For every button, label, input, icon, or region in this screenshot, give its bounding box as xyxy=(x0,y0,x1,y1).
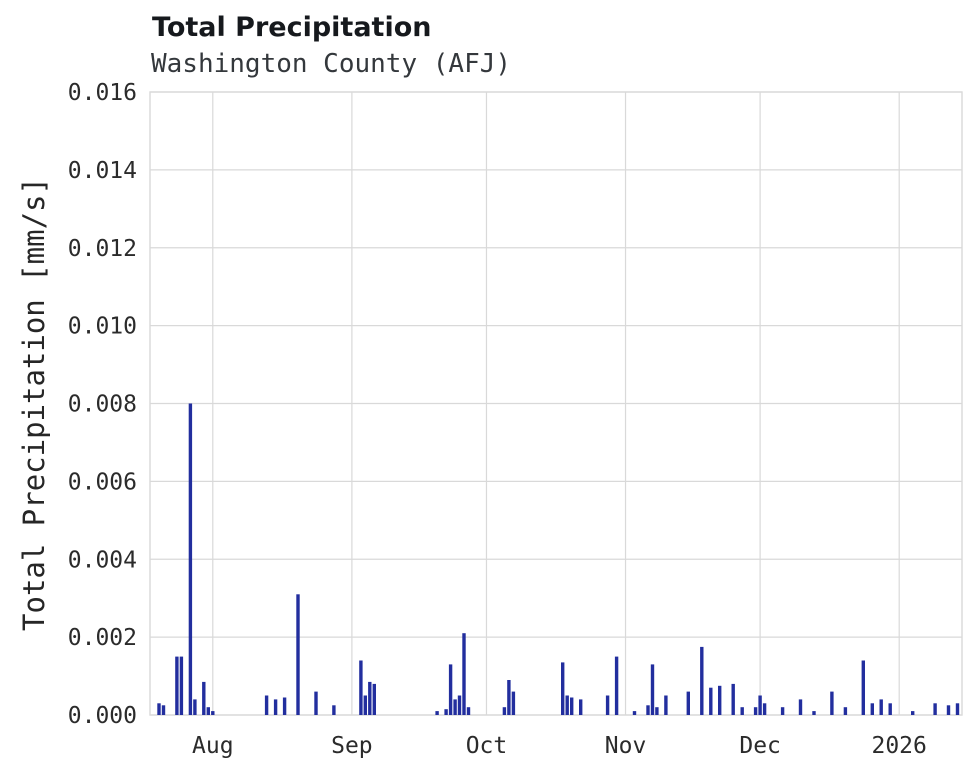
precipitation-bar xyxy=(296,594,300,715)
precipitation-bar xyxy=(453,699,457,715)
precipitation-bar xyxy=(561,662,565,715)
precipitation-bar xyxy=(762,703,767,715)
precipitation-bar xyxy=(946,705,951,715)
precipitation-bar xyxy=(861,660,865,715)
precipitation-bar xyxy=(175,656,179,715)
precipitation-bar xyxy=(911,711,915,715)
y-tick-label: 0.006 xyxy=(68,469,137,495)
precipitation-bar xyxy=(273,699,278,715)
precipitation-bar xyxy=(870,703,874,715)
precipitation-bar xyxy=(933,703,937,715)
precipitation-bar xyxy=(830,691,834,715)
precipitation-bar xyxy=(206,707,210,715)
x-tick-label: Nov xyxy=(605,733,647,759)
precipitation-bar xyxy=(579,699,583,715)
precipitation-bar xyxy=(565,695,569,715)
precipitation-bar xyxy=(211,711,215,715)
y-tick-label: 0.002 xyxy=(68,625,137,651)
precipitation-bar xyxy=(646,705,650,715)
precipitation-bar xyxy=(444,709,448,715)
y-tick-label: 0.012 xyxy=(68,236,137,262)
x-tick-label: Oct xyxy=(466,733,508,759)
precipitation-bar xyxy=(843,707,848,715)
precipitation-bar xyxy=(264,695,269,715)
precipitation-bar xyxy=(570,697,574,715)
precipitation-bar xyxy=(753,707,758,715)
precipitation-bar xyxy=(332,705,336,715)
precipitation-bar xyxy=(435,711,439,715)
precipitation-bar xyxy=(709,687,713,715)
precipitation-bar xyxy=(888,703,892,715)
precipitation-bar xyxy=(686,691,690,715)
precipitation-bar xyxy=(700,646,704,715)
precipitation-bar xyxy=(314,691,318,715)
precipitation-bar xyxy=(650,664,655,715)
precipitation-bar xyxy=(368,681,372,715)
precipitation-bar xyxy=(363,695,367,715)
precipitation-bar xyxy=(879,699,883,715)
precipitation-bar xyxy=(955,703,960,715)
precipitation-bar xyxy=(718,685,722,715)
precipitation-bar xyxy=(632,711,637,715)
chart-subtitle: Washington County (AFJ) xyxy=(151,49,512,79)
y-tick-label: 0.016 xyxy=(68,80,137,106)
precipitation-bar xyxy=(193,699,197,715)
precipitation-bar xyxy=(188,403,193,715)
precipitation-bar xyxy=(502,707,507,715)
precipitation-bar xyxy=(161,705,166,715)
y-tick-label: 0.004 xyxy=(68,547,137,573)
chart-title: Total Precipitation xyxy=(152,12,432,43)
x-tick-label: Dec xyxy=(739,733,781,759)
precipitation-bar xyxy=(614,656,619,715)
precipitation-bar xyxy=(731,683,735,715)
y-tick-label: 0.000 xyxy=(68,703,137,729)
y-tick-label: 0.010 xyxy=(68,314,137,340)
precipitation-bar xyxy=(157,703,161,715)
precipitation-bar xyxy=(179,656,184,715)
precipitation-bar xyxy=(466,707,471,715)
precipitation-bar xyxy=(780,707,785,715)
precipitation-bar xyxy=(812,711,816,715)
precipitation-bar xyxy=(457,695,462,715)
precipitation-bar xyxy=(448,664,453,715)
precipitation-bar xyxy=(372,683,376,715)
precipitation-bar xyxy=(740,707,744,715)
precipitation-bar xyxy=(798,699,803,715)
x-tick-label: Aug xyxy=(192,733,234,759)
precipitation-bar xyxy=(655,707,659,715)
precipitation-bar xyxy=(605,695,610,715)
precipitation-bar xyxy=(507,680,511,715)
precipitation-bar xyxy=(282,697,287,715)
precipitation-bar xyxy=(758,695,762,715)
precipitation-bar xyxy=(462,633,466,715)
precipitation-bar xyxy=(359,660,363,715)
precipitation-bar xyxy=(202,681,206,715)
x-tick-label: 2026 xyxy=(871,733,926,759)
precipitation-bar xyxy=(664,695,668,715)
precipitation-bar xyxy=(511,691,516,715)
y-tick-label: 0.014 xyxy=(68,158,137,184)
y-tick-label: 0.008 xyxy=(68,392,137,418)
x-tick-label: Sep xyxy=(331,733,373,759)
plot-border xyxy=(149,91,963,716)
